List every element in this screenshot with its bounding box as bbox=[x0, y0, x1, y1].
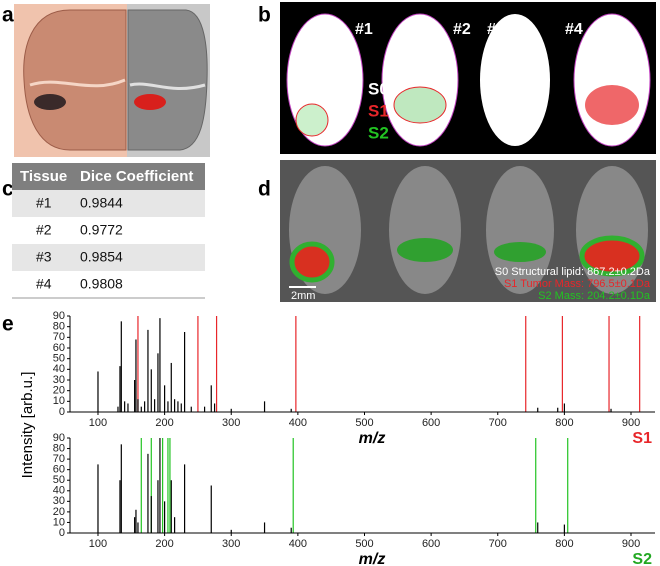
y-tick-label: 90 bbox=[53, 310, 65, 322]
table-cell: #4 bbox=[36, 276, 52, 292]
y-tick-label: 60 bbox=[53, 464, 65, 476]
y-tick-label: 90 bbox=[53, 432, 65, 444]
panel-label: e bbox=[2, 313, 14, 336]
y-tick-label: 50 bbox=[53, 474, 65, 486]
y-tick-label: 0 bbox=[59, 527, 65, 539]
spectrum-tag: S2 bbox=[632, 551, 652, 566]
legend-label: S1 bbox=[368, 101, 389, 120]
x-tick-label: 100 bbox=[89, 417, 107, 429]
x-tick-label: 500 bbox=[355, 417, 373, 429]
y-axis-label: Intensity [arb.u.] bbox=[19, 372, 36, 479]
table-cell: #2 bbox=[36, 222, 52, 238]
tissue-label: #4 bbox=[565, 21, 583, 38]
panel-label: c bbox=[2, 178, 14, 201]
panel-label: a bbox=[2, 4, 14, 27]
table-cell: 0.9772 bbox=[80, 222, 123, 238]
table-row bbox=[12, 271, 205, 298]
table-cell: 0.9808 bbox=[80, 276, 123, 292]
x-tick-label: 900 bbox=[622, 538, 640, 550]
x-tick-label: 200 bbox=[155, 538, 173, 550]
x-tick-label: 700 bbox=[489, 538, 507, 550]
x-tick-label: 800 bbox=[555, 417, 573, 429]
x-axis-label: m/z bbox=[359, 430, 386, 447]
y-tick-label: 60 bbox=[53, 342, 65, 354]
x-tick-label: 400 bbox=[289, 538, 307, 550]
y-tick-label: 70 bbox=[53, 453, 65, 465]
y-tick-label: 40 bbox=[53, 485, 65, 497]
panel-b-image bbox=[280, 2, 656, 154]
y-tick-label: 30 bbox=[53, 495, 65, 507]
panel-label: b bbox=[258, 4, 271, 27]
tissue-label: #1 bbox=[355, 21, 373, 38]
table-header bbox=[12, 163, 205, 190]
x-tick-label: 100 bbox=[89, 538, 107, 550]
y-tick-label: 20 bbox=[53, 385, 65, 397]
map-label: S2 Mass: 204.2±0.1Da bbox=[538, 290, 651, 302]
x-tick-label: 900 bbox=[622, 417, 640, 429]
x-tick-label: 300 bbox=[222, 417, 240, 429]
x-tick-label: 700 bbox=[489, 417, 507, 429]
x-tick-label: 200 bbox=[155, 417, 173, 429]
table-cell: 0.9844 bbox=[80, 195, 123, 211]
panel-label: d bbox=[258, 178, 271, 201]
table-row bbox=[12, 217, 205, 244]
map-label: S0 Structural lipid: 867.2±0.2Da bbox=[495, 266, 651, 278]
table-row bbox=[12, 190, 205, 217]
x-axis-label: m/z bbox=[359, 551, 386, 566]
spectrum-tag: S1 bbox=[632, 430, 652, 447]
y-tick-label: 20 bbox=[53, 506, 65, 518]
table-cell: #3 bbox=[36, 249, 52, 265]
legend-label: S0 bbox=[368, 79, 389, 98]
y-tick-label: 40 bbox=[53, 363, 65, 375]
x-tick-label: 400 bbox=[289, 417, 307, 429]
y-tick-label: 80 bbox=[53, 321, 65, 333]
scale-label: 2mm bbox=[291, 290, 315, 302]
table-row bbox=[12, 244, 205, 271]
x-tick-label: 300 bbox=[222, 538, 240, 550]
y-tick-label: 10 bbox=[53, 516, 65, 528]
x-tick-label: 800 bbox=[555, 538, 573, 550]
y-tick-label: 0 bbox=[59, 406, 65, 418]
y-tick-label: 50 bbox=[53, 353, 65, 365]
map-label: S1 Tumor Mass: 796.5±0.1Da bbox=[504, 278, 651, 290]
table-header-cell: Dice Coefficient bbox=[80, 168, 193, 185]
table-header-cell: Tissue bbox=[20, 168, 67, 185]
y-tick-label: 10 bbox=[53, 395, 65, 407]
x-tick-label: 600 bbox=[422, 538, 440, 550]
table-cell: 0.9854 bbox=[80, 249, 123, 265]
legend-label: S2 bbox=[368, 123, 389, 142]
table-cell: #1 bbox=[36, 195, 52, 211]
panel-d-image bbox=[280, 160, 656, 302]
y-tick-label: 30 bbox=[53, 374, 65, 386]
y-tick-label: 80 bbox=[53, 442, 65, 454]
tissue-label: #2 bbox=[453, 21, 471, 38]
x-tick-label: 600 bbox=[422, 417, 440, 429]
tissue-label: #3 bbox=[487, 21, 505, 38]
panel-a-image bbox=[14, 4, 210, 157]
x-tick-label: 500 bbox=[355, 538, 373, 550]
y-tick-label: 70 bbox=[53, 331, 65, 343]
